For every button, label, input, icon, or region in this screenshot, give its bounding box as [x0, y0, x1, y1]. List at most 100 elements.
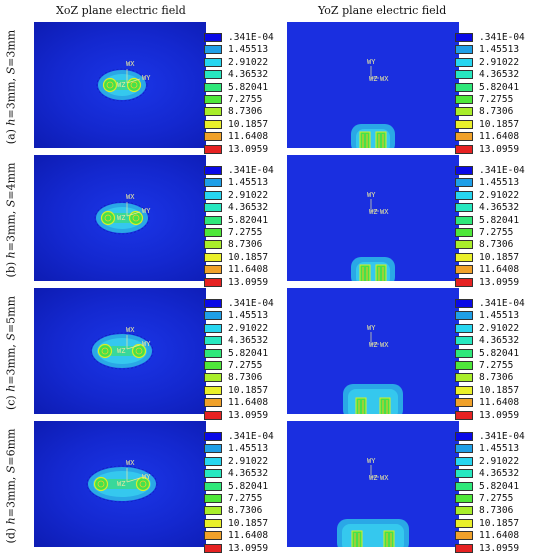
legend-swatch [455, 107, 473, 117]
legend-swatch [455, 132, 473, 142]
legend-swatch [204, 323, 222, 333]
legend-swatch [455, 277, 473, 287]
legend-level: 5.82041 [228, 214, 269, 226]
legend-swatch [204, 348, 222, 358]
legend-level: 11.6408 [479, 397, 520, 409]
legend-level: 2.91022 [228, 189, 269, 201]
conductor-cross-section [126, 77, 142, 93]
row-label-s-val: =6mm [4, 428, 18, 466]
axis-label-wy: WY [142, 207, 151, 215]
legend-swatch [204, 228, 222, 237]
legend-level: 7.2755 [228, 360, 263, 371]
axis-label-wz: WZ [117, 81, 125, 89]
xoz-field-svg: WX WY WZ [90, 326, 154, 370]
legend-swatch [204, 410, 222, 420]
row-label-h-val: =3mm, [4, 207, 18, 252]
axis-label-wx: WX [380, 474, 389, 482]
color-legend: .341E-04 1.45513 2.91022 4.36532 5.82041 7.27… [204, 288, 282, 421]
legend-level: 8.7306 [479, 239, 514, 251]
legend-level: 2.91022 [228, 322, 269, 334]
axis-label-wx: WX [126, 459, 135, 467]
legend-swatch [204, 361, 222, 370]
row-label-s-sym: S [4, 199, 18, 208]
axis-label-wy: WY [367, 191, 376, 199]
legend-level: 7.2755 [228, 227, 263, 238]
legend-swatch [204, 144, 222, 154]
legend-swatch [204, 82, 222, 92]
legend-level: .341E-04 [228, 298, 274, 309]
legend-swatch [455, 95, 473, 104]
conductor-core-ring [130, 81, 138, 89]
legend-level: 4.36532 [479, 202, 520, 214]
legend-level: 10.1857 [228, 118, 269, 130]
row-label-h-val: =3mm, [4, 473, 18, 518]
legend-swatch [455, 531, 473, 541]
xoz-field-svg: WX WY WZ [86, 459, 158, 503]
conductor-core-ring [135, 347, 143, 355]
legend-swatch [455, 70, 473, 80]
field-bridge [101, 479, 143, 489]
row-label: (a) h=3mm, S=3mm [2, 22, 20, 152]
row-label-s-sym: S [4, 465, 18, 474]
legend-swatch [455, 469, 473, 479]
legend-swatch [204, 265, 222, 275]
row-label-prefix: (c) [4, 391, 18, 411]
legend-level: 13.0959 [228, 143, 269, 155]
legend-swatch [455, 166, 473, 175]
legend-level: 1.45513 [479, 310, 520, 322]
legend-swatch [455, 494, 473, 503]
yoz-field-plot: WY WZ WX [287, 421, 459, 547]
legend-swatch [455, 299, 473, 308]
conductor-cross-section [131, 343, 147, 359]
legend-level: 8.7306 [228, 106, 263, 118]
conductor-profile [359, 131, 371, 148]
legend-swatch [204, 299, 222, 308]
legend-level: 7.2755 [479, 493, 514, 504]
axis-label-wx: WX [126, 60, 135, 68]
legend-swatch [204, 252, 222, 262]
legend-swatch [455, 82, 473, 92]
axis-label-wy: WY [367, 324, 376, 332]
legend-swatch [204, 132, 222, 142]
yoz-field-svg: WY WZ WX [337, 457, 409, 547]
field-contour [94, 201, 150, 235]
legend-level: 13.0959 [228, 276, 269, 288]
field-contour [86, 465, 158, 503]
row-label-s-sym: S [4, 66, 18, 75]
legend-level: 7.2755 [479, 227, 514, 238]
axis-label-wy: WY [142, 340, 151, 348]
row-label-h-val: =3mm, [4, 74, 18, 119]
axis-line-horizontal [126, 211, 141, 217]
axis-label-wx: WX [380, 75, 389, 83]
legend-level: 1.45513 [228, 443, 269, 455]
legend-swatch [204, 432, 222, 441]
row-label: (b) h=3mm, S=4mm [2, 155, 20, 285]
legend-level: 11.6408 [479, 131, 520, 143]
row-label-h-sym: h [4, 517, 18, 525]
conductor-cross-section [97, 343, 113, 359]
legend-swatch [204, 373, 222, 383]
legend-level: 8.7306 [479, 106, 514, 118]
yoz-field-svg: WY WZ WX [343, 324, 403, 414]
legend-level: .341E-04 [228, 165, 274, 176]
row-label-text: (c) h=3mm, S=5mm [5, 296, 18, 410]
axis-label-wx: WX [126, 193, 135, 201]
color-legend: .341E-04 1.45513 2.91022 4.36532 5.82041 7.27… [204, 155, 282, 288]
conductor-core-ring [139, 480, 147, 488]
legend-level: 8.7306 [479, 372, 514, 384]
legend-swatch [455, 178, 473, 188]
legend-swatch [455, 119, 473, 129]
legend-level: 5.82041 [228, 480, 269, 492]
row-label-text: (a) h=3mm, S=3mm [5, 30, 18, 144]
legend-swatch [455, 361, 473, 370]
legend-level: .341E-04 [479, 298, 525, 309]
legend-level: .341E-04 [479, 32, 525, 43]
legend-swatch [204, 277, 222, 287]
field-contour [96, 68, 148, 102]
conductor-profile [351, 530, 363, 547]
conductor-profile [375, 131, 387, 148]
conductor-cross-section [93, 476, 109, 492]
legend-level: .341E-04 [479, 165, 525, 176]
legend-swatch [204, 311, 222, 321]
legend-level: 10.1857 [479, 517, 520, 529]
